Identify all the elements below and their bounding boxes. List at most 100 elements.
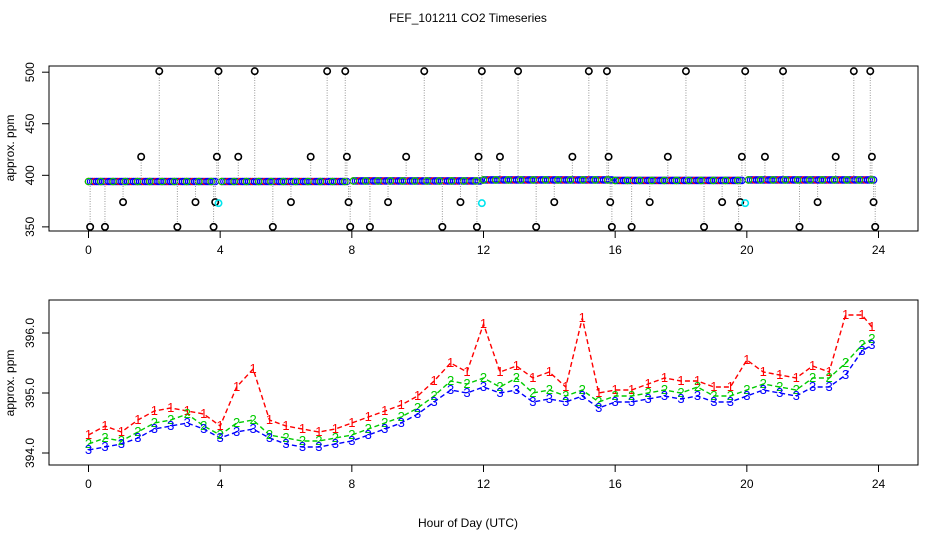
series-2-point: 2	[447, 373, 454, 388]
excursion-point	[779, 67, 788, 76]
series-3-point: 3	[200, 421, 207, 436]
series-1-point: 1	[826, 364, 833, 379]
top-plot-marks	[84, 67, 880, 231]
series-3-point: 3	[134, 430, 141, 445]
excursion-point	[191, 198, 200, 207]
top-x-tick-label: 20	[740, 243, 754, 257]
series-1-line	[88, 314, 873, 436]
excursion-point	[760, 152, 769, 161]
series-3-point: 3	[496, 385, 503, 400]
excursion-point	[119, 198, 128, 207]
excursion-point	[438, 222, 447, 231]
series-1-point: 1	[710, 379, 717, 394]
baseline-point	[566, 176, 575, 184]
series-3-point: 3	[760, 382, 767, 397]
baseline-point	[648, 176, 656, 185]
baseline-point	[769, 176, 777, 184]
series-3-point: 3	[858, 343, 865, 358]
series-3-point: 3	[118, 436, 125, 451]
series-1-point: 1	[447, 355, 454, 370]
series-1-point: 1	[348, 415, 355, 430]
baseline-point	[721, 176, 730, 185]
series-2-point: 2	[282, 430, 289, 445]
excursion-point	[477, 67, 486, 76]
baseline-point	[611, 176, 619, 185]
series-1-point: 1	[381, 403, 388, 418]
series-2-point: 2	[694, 379, 701, 394]
excursion-point	[867, 152, 876, 161]
series-3-point: 3	[743, 388, 750, 403]
excursion-point	[268, 222, 277, 231]
baseline-point	[146, 177, 154, 186]
series-2-point: 2	[134, 424, 141, 439]
excursion-point	[456, 198, 465, 207]
series-2-point: 2	[677, 385, 684, 400]
excursion-point	[86, 222, 95, 231]
baseline-point	[865, 176, 874, 184]
series-1-point: 1	[579, 310, 586, 325]
series-1-point: 1	[760, 364, 767, 379]
series-1-point: 1	[776, 367, 783, 382]
cyan-point	[477, 199, 486, 208]
bottom-x-tick-label: 0	[85, 477, 92, 491]
series-2-point: 2	[184, 406, 191, 421]
top-x-tick-label: 12	[477, 243, 491, 257]
excursion-point	[323, 67, 332, 76]
baseline-point	[818, 176, 827, 184]
excursion-point	[532, 222, 541, 231]
baseline-point	[606, 176, 614, 184]
top-y-tick-label: 350	[23, 217, 37, 237]
baseline-point	[709, 176, 718, 185]
series-3-point: 3	[727, 394, 734, 409]
excursion-point	[173, 222, 182, 231]
series-1-point: 1	[842, 307, 849, 322]
series-3-point: 3	[431, 394, 438, 409]
series-1-point: 1	[858, 307, 865, 322]
baseline-point	[96, 177, 105, 186]
baseline-point	[830, 176, 839, 184]
series-3-point: 3	[299, 439, 306, 454]
series-2-point: 2	[101, 430, 108, 445]
series-1-point: 1	[694, 373, 701, 388]
baseline-point	[756, 176, 765, 184]
excursion-point	[234, 152, 243, 161]
baseline-point	[84, 177, 93, 186]
excursion-point	[737, 152, 746, 161]
series-2-point: 2	[868, 331, 875, 346]
bottom-y-tick-label: 394.0	[23, 438, 37, 468]
baseline-point	[218, 177, 226, 186]
excursion-point	[681, 67, 690, 76]
baseline-point	[504, 176, 513, 184]
top-y-tick-label: 400	[23, 165, 37, 185]
series-3-point: 3	[217, 430, 224, 445]
series-2-point: 2	[200, 418, 207, 433]
baseline-point	[121, 177, 130, 186]
series-2-point: 2	[644, 385, 651, 400]
series-1-point: 1	[167, 400, 174, 415]
series-1-point: 1	[217, 418, 224, 433]
top-y-axis: 350 400 450 500	[23, 62, 50, 237]
series-2-point: 2	[463, 376, 470, 391]
series-2-point: 2	[612, 388, 619, 403]
x-axis-label: Hour of Day (UTC)	[418, 516, 518, 530]
series-3-point: 3	[365, 427, 372, 442]
series-1-point: 1	[365, 409, 372, 424]
baseline-point	[855, 176, 864, 184]
excursion-point	[607, 222, 616, 231]
series-3-point: 3	[463, 385, 470, 400]
series-2-point: 2	[249, 412, 256, 427]
excursion-point	[741, 67, 750, 76]
series-1-point: 1	[184, 403, 191, 418]
series-2-point: 2	[332, 430, 339, 445]
series-2-point: 2	[299, 433, 306, 448]
baseline-point	[529, 176, 537, 184]
baseline-point	[386, 177, 395, 185]
excursion-point	[568, 152, 577, 161]
series-1-point: 1	[677, 373, 684, 388]
series-3-point: 3	[529, 394, 536, 409]
excursion-point	[346, 222, 355, 231]
bottom-y-axis-label: approx. ppm	[3, 350, 17, 417]
series-1-point: 1	[644, 376, 651, 391]
excursion-point	[550, 198, 559, 207]
